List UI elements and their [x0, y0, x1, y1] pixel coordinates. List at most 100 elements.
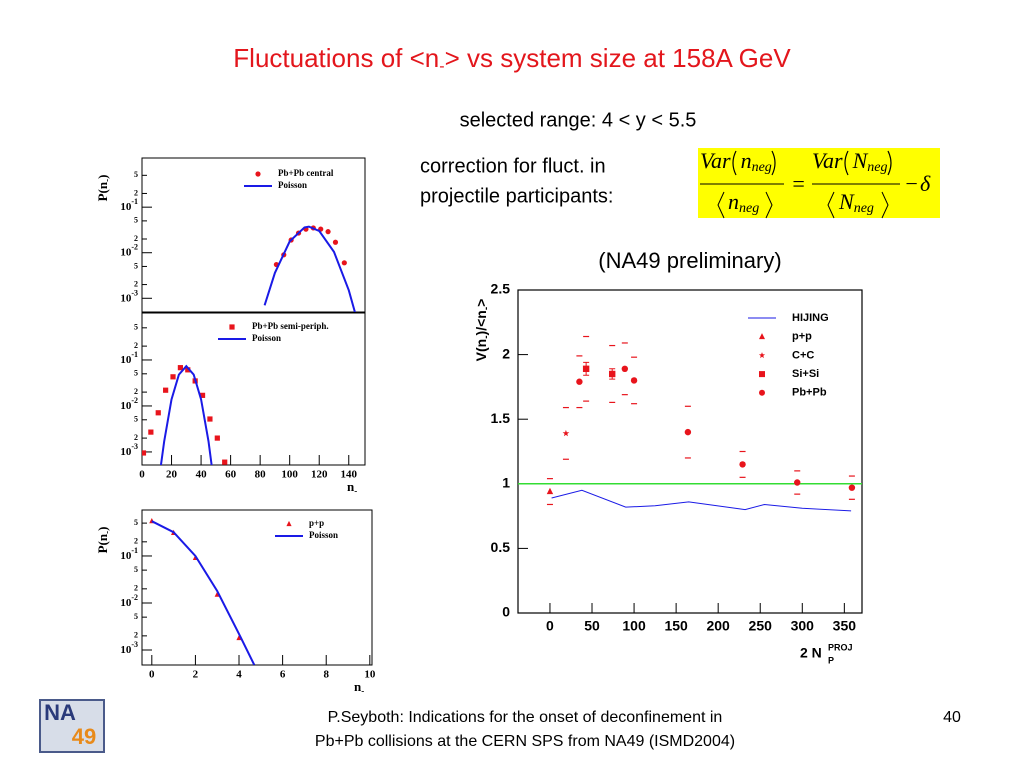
label-sub: -	[102, 179, 112, 182]
formula-den: Nneg	[838, 189, 874, 216]
marker	[142, 450, 147, 456]
marker	[739, 461, 746, 468]
label-sub: -	[102, 531, 112, 534]
correction-text: correction for fluct. in	[420, 155, 606, 177]
y-tick-label: 10-2	[120, 593, 138, 609]
x-tick-label: 250	[749, 618, 773, 634]
y-tick-label: 2	[502, 345, 510, 361]
y-tick-label: 5	[134, 415, 138, 424]
x-axis-label: n-	[354, 679, 364, 696]
label-part: P(n	[95, 181, 110, 201]
plot-frame	[141, 312, 366, 466]
x-tick-label: 80	[255, 469, 267, 481]
y-tick-label: 2.5	[491, 281, 511, 297]
y-tick-label: 2	[134, 631, 138, 640]
marker	[546, 487, 554, 495]
y-tick-label: 1.5	[491, 410, 511, 426]
formula-num: Var nneg	[700, 148, 772, 175]
marker	[255, 171, 261, 177]
tick-exp: -2	[131, 593, 138, 602]
tick-base: 10	[120, 201, 132, 213]
y-tick-label: 1	[502, 475, 510, 491]
x-tick-label: 40	[196, 469, 208, 481]
label-part: P(n	[95, 533, 110, 553]
y-tick-label: 2	[134, 433, 138, 442]
x-axis-sub: P	[828, 655, 834, 665]
x-tick-label: 4	[236, 669, 242, 681]
chart: 0 0.5 1 1.5 2 2.5 0 50 100 150 200 250 300 350 HIJING p…	[473, 281, 863, 665]
plot-frame	[141, 509, 373, 666]
tick-exp: -1	[131, 350, 138, 359]
var: n	[741, 148, 752, 173]
marker	[177, 365, 183, 371]
delta: δ	[920, 171, 931, 196]
x-axis-label: 2 N	[800, 645, 822, 661]
var: N	[838, 189, 855, 214]
logo-text: NA	[44, 700, 76, 725]
x-tick-label: 10	[364, 669, 376, 681]
tick-exp: -2	[131, 396, 138, 405]
tick-base: 10	[120, 399, 132, 411]
label-sub: -	[481, 307, 492, 310]
y-tick-label: 0.5	[491, 539, 511, 555]
title-part: Fluctuations of <n	[233, 43, 439, 73]
logo-text: 49	[72, 724, 96, 749]
marker	[684, 428, 692, 436]
range-text: selected range: 4 < y < 5.5	[460, 109, 697, 131]
x-tick-label: 0	[139, 469, 145, 481]
var: N	[852, 148, 869, 173]
y-tick-label: 5	[134, 565, 138, 574]
label-part: >	[473, 299, 489, 307]
fn: Var	[812, 148, 843, 173]
marker	[207, 416, 213, 422]
label-part: )	[95, 175, 110, 179]
x-tick-label: 100	[281, 469, 298, 481]
footer: P.Seyboth: Indications for the onset of …	[328, 709, 723, 726]
y-tick-label: 5	[134, 369, 138, 378]
label-sub: -	[354, 486, 357, 496]
marker	[630, 377, 638, 384]
y-tick-label: 10-1	[120, 350, 138, 366]
legend-label: C+C	[792, 349, 814, 361]
x-tick-label: 0	[546, 618, 554, 634]
y-tick-label: 0	[502, 604, 510, 620]
tick-base: 10	[120, 550, 132, 562]
y-tick-label: 2	[134, 234, 138, 243]
legend-label: HIJING	[792, 312, 829, 324]
brackets	[717, 191, 773, 219]
label-part: V(n	[473, 339, 489, 362]
x-tick-label: 140	[341, 469, 358, 481]
tick-exp: -2	[131, 243, 138, 252]
x-tick-label: 300	[791, 618, 815, 634]
marker	[148, 429, 154, 435]
x-tick-label: 100	[622, 618, 646, 634]
series-line	[151, 520, 256, 665]
marker	[229, 324, 235, 330]
x-tick-label: 2	[193, 669, 199, 681]
sub: neg	[867, 160, 887, 175]
page-number: 40	[943, 709, 961, 726]
marker	[286, 520, 292, 527]
legend-label: Pb+Pb	[792, 387, 827, 399]
marker	[185, 367, 191, 373]
y-tick-label: 2	[134, 387, 138, 396]
tick-exp: -3	[131, 442, 138, 451]
legend-label: Poisson	[309, 530, 338, 540]
x-axis-label: n-	[347, 479, 357, 496]
correction-text: projectile participants:	[420, 185, 613, 207]
label-sub: -	[361, 686, 364, 696]
tick-base: 10	[120, 246, 132, 258]
tick-exp: -1	[131, 197, 138, 206]
y-axis-label: P(n-)	[95, 527, 112, 554]
legend-label: p+p	[309, 518, 324, 528]
x-tick-label: 50	[584, 618, 600, 634]
formula: Var nneg nneg = Var Nneg Nneg − δ	[698, 148, 940, 219]
sub: neg	[739, 201, 759, 216]
series-line	[263, 225, 356, 312]
legend-label: Poisson	[278, 180, 307, 190]
label-part: )/<n	[473, 310, 489, 335]
y-tick-label: 2	[134, 341, 138, 350]
